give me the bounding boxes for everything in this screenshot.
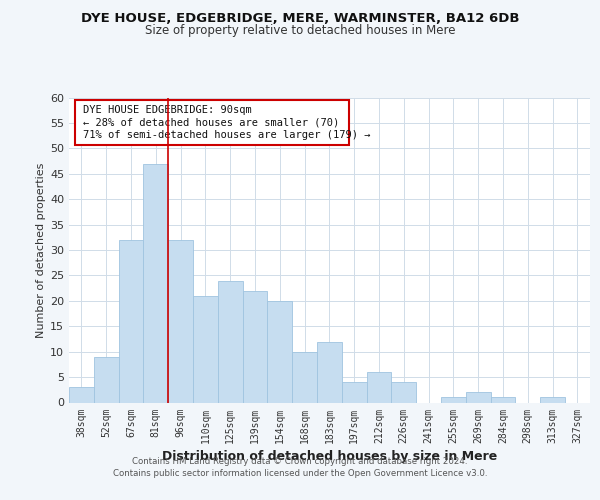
Bar xyxy=(466,392,491,402)
Bar xyxy=(540,398,565,402)
Text: DYE HOUSE EDGEBRIDGE: 90sqm: DYE HOUSE EDGEBRIDGE: 90sqm xyxy=(83,105,252,115)
Bar xyxy=(491,398,515,402)
Text: Contains HM Land Registry data © Crown copyright and database right 2024.: Contains HM Land Registry data © Crown c… xyxy=(132,458,468,466)
Bar xyxy=(94,357,119,403)
Text: 71% of semi-detached houses are larger (179) →: 71% of semi-detached houses are larger (… xyxy=(83,130,371,140)
Bar xyxy=(218,280,242,402)
Bar xyxy=(119,240,143,402)
Bar xyxy=(441,398,466,402)
FancyBboxPatch shape xyxy=(75,100,349,145)
Text: Size of property relative to detached houses in Mere: Size of property relative to detached ho… xyxy=(145,24,455,37)
Bar xyxy=(69,387,94,402)
Text: ← 28% of detached houses are smaller (70): ← 28% of detached houses are smaller (70… xyxy=(83,118,340,128)
Bar xyxy=(367,372,391,402)
Bar xyxy=(317,342,342,402)
X-axis label: Distribution of detached houses by size in Mere: Distribution of detached houses by size … xyxy=(162,450,497,462)
Text: Contains public sector information licensed under the Open Government Licence v3: Contains public sector information licen… xyxy=(113,468,487,477)
Bar xyxy=(268,301,292,402)
Y-axis label: Number of detached properties: Number of detached properties xyxy=(36,162,46,338)
Bar xyxy=(193,296,218,403)
Bar xyxy=(342,382,367,402)
Bar xyxy=(143,164,168,402)
Bar xyxy=(391,382,416,402)
Bar xyxy=(242,290,268,403)
Bar xyxy=(168,240,193,402)
Bar xyxy=(292,352,317,403)
Text: DYE HOUSE, EDGEBRIDGE, MERE, WARMINSTER, BA12 6DB: DYE HOUSE, EDGEBRIDGE, MERE, WARMINSTER,… xyxy=(81,12,519,26)
